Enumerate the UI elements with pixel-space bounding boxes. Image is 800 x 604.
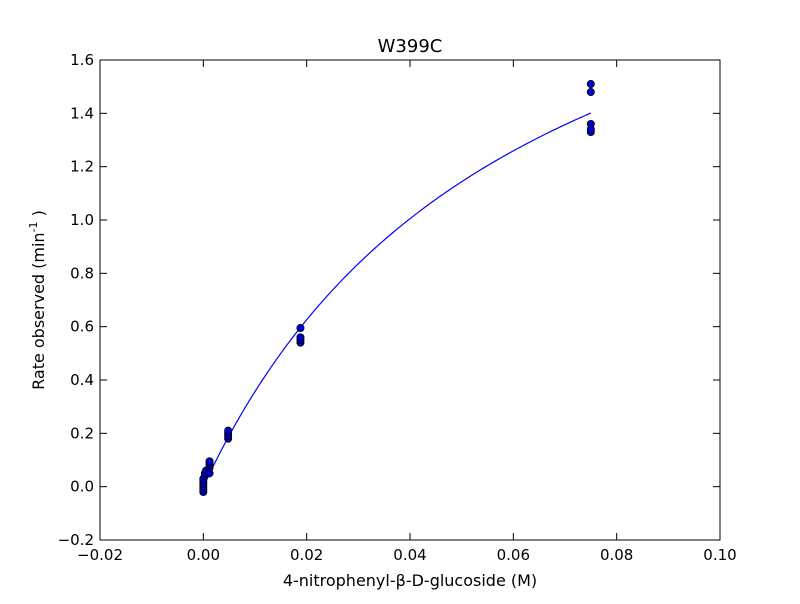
y-tick-label: 1.4	[70, 104, 94, 122]
y-axis-label: Rate observed (min-1 )	[27, 210, 48, 390]
chart-title: W399C	[378, 36, 443, 57]
y-tick-label: 0.6	[70, 318, 94, 336]
x-tick-label: 0.00	[187, 546, 220, 564]
x-tick-label: 0.06	[497, 546, 530, 564]
y-axis-label-suffix: )	[29, 210, 48, 221]
y-tick-label: 1.2	[70, 158, 94, 176]
data-point	[296, 323, 305, 332]
y-tick-label: 0.4	[70, 371, 94, 389]
y-axis-label-text: Rate observed (min	[29, 232, 48, 389]
y-tick-label: 0.8	[70, 264, 94, 282]
y-tick-label: 1.6	[70, 51, 94, 69]
data-point	[586, 120, 595, 129]
data-point	[296, 333, 305, 342]
fit-curve-line	[202, 112, 592, 487]
data-point	[205, 457, 214, 466]
data-point	[224, 426, 233, 435]
x-tick-label: 0.10	[703, 546, 736, 564]
x-axis-label: 4-nitrophenyl-β-D-glucoside (M)	[283, 571, 537, 590]
y-axis-label-superscript: -1	[27, 221, 40, 232]
data-point	[586, 80, 595, 89]
y-tick-label: 0.0	[70, 478, 94, 496]
x-tick-label: −0.02	[77, 546, 123, 564]
x-tick-label: 0.04	[393, 546, 426, 564]
axes-frame	[99, 59, 721, 541]
y-tick-label: −0.2	[58, 531, 94, 549]
x-tick-label: 0.02	[290, 546, 323, 564]
x-tick-label: 0.08	[600, 546, 633, 564]
data-point	[586, 88, 595, 97]
y-tick-label: 1.0	[70, 211, 94, 229]
y-tick-label: 0.2	[70, 424, 94, 442]
